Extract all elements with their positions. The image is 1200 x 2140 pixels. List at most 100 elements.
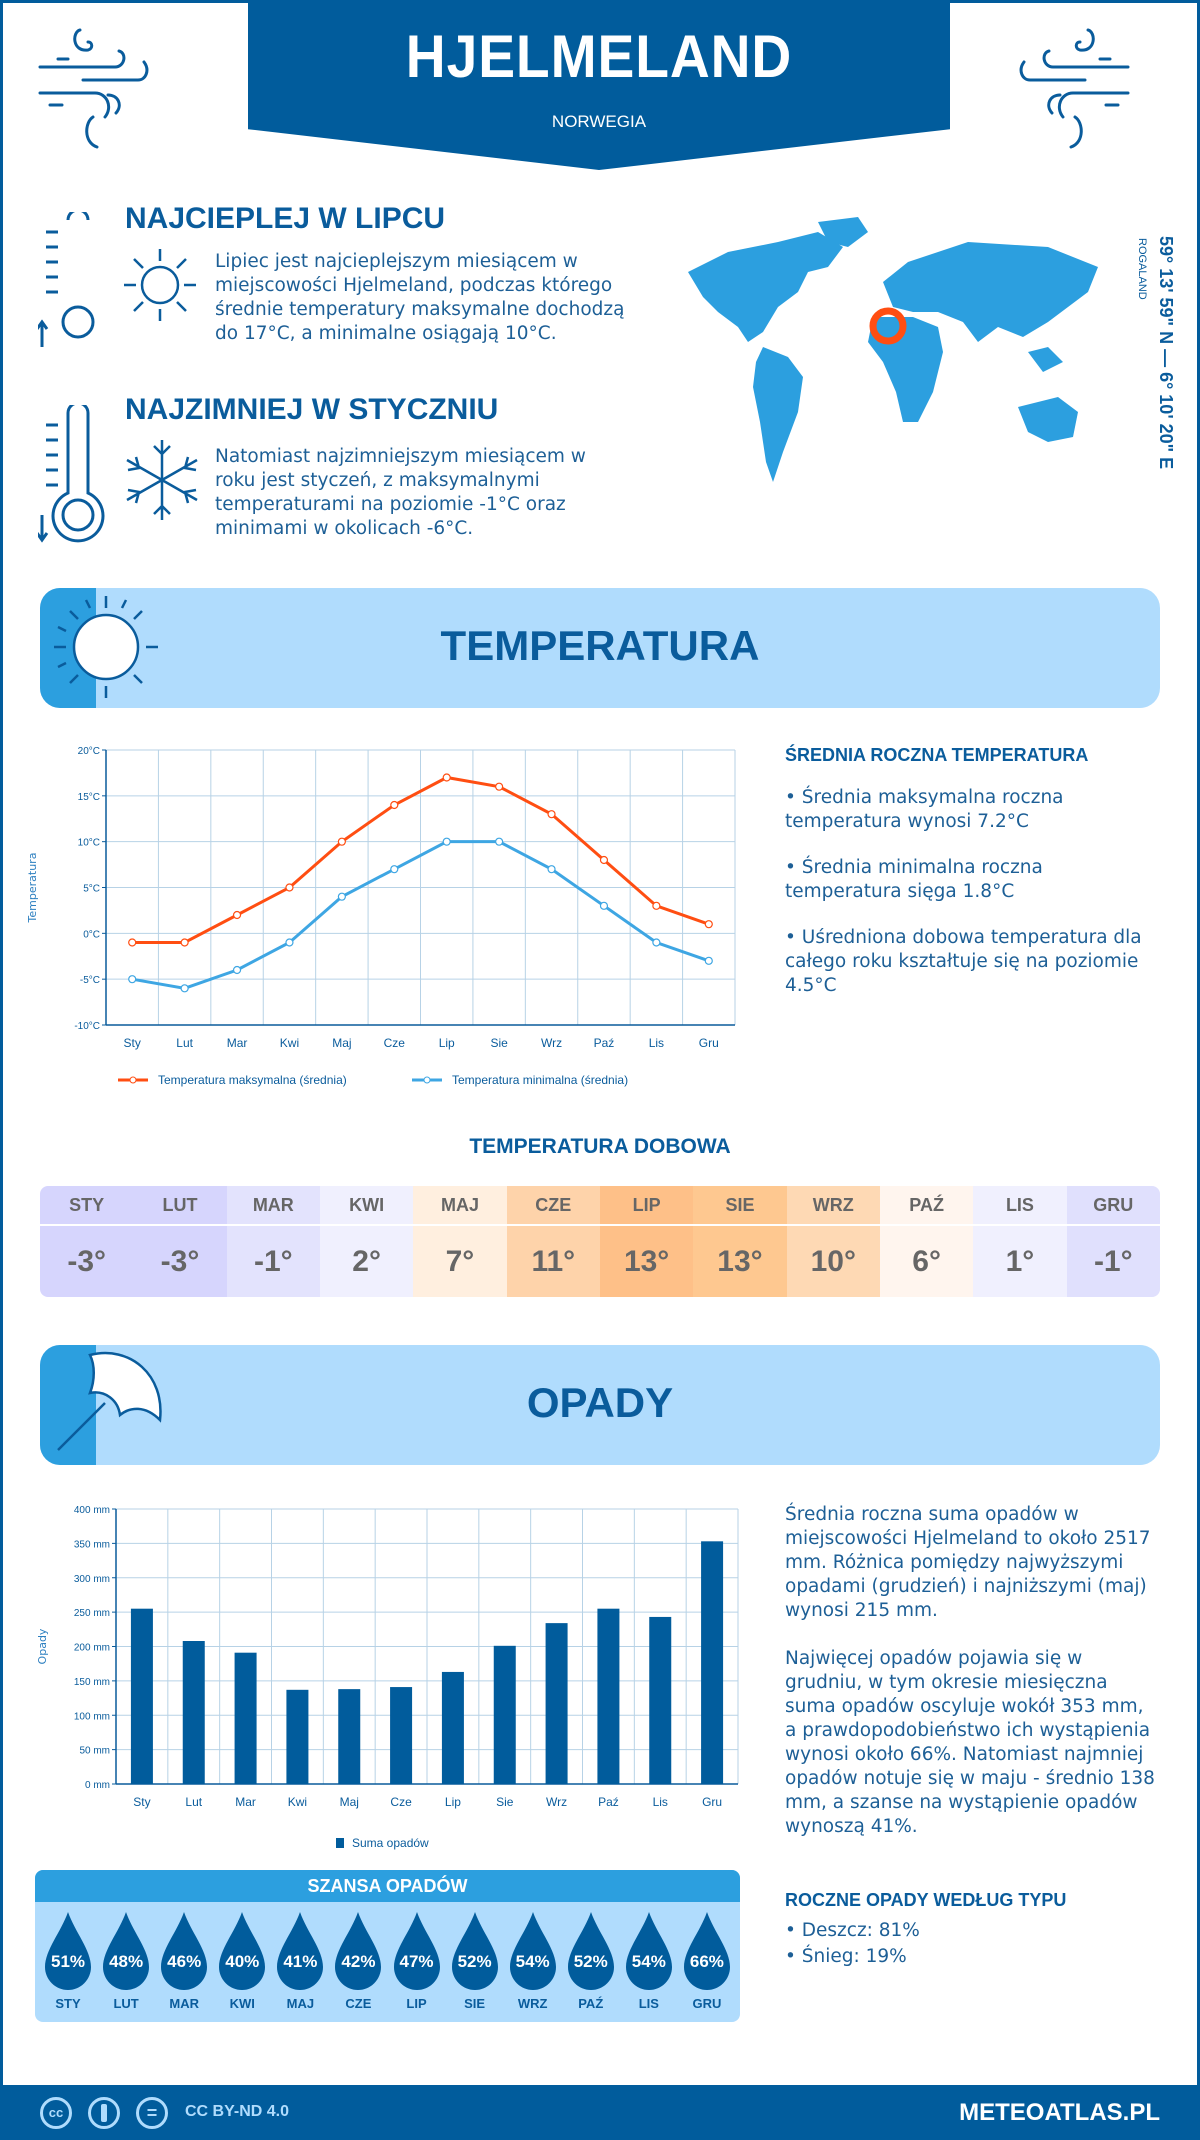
snowflake-icon <box>126 440 198 520</box>
month-label: STY <box>55 1996 81 2011</box>
x-tick-label: Lut <box>176 1036 193 1050</box>
data-point <box>232 910 242 920</box>
types-heading: ROCZNE OPADY WEDŁUG TYPU <box>785 1890 1067 1910</box>
x-tick-label: Cze <box>384 1036 406 1050</box>
daily-temp-value: 13° <box>623 1244 670 1278</box>
daily-temp-value: 2° <box>352 1244 381 1278</box>
page-title: HJELMELAND <box>405 23 793 90</box>
daily-temperature-table: STY -3° LUT -3° MAR -1° KWI 2° MAJ 7° CZE 11° LIP 13°… <box>40 1186 1160 1297</box>
precipitation-summary: Średnia roczna suma opadów w miejscowośc… <box>785 1503 1155 1839</box>
thermometer-down-icon <box>38 405 105 543</box>
y-tick-label: 100 mm <box>74 1711 110 1722</box>
data-point <box>128 938 137 947</box>
data-point <box>599 901 609 910</box>
month-label: LUT <box>133 1186 227 1226</box>
data-point <box>390 865 399 874</box>
x-tick-label: Gru <box>699 1036 719 1050</box>
x-tick-label: Wrz <box>541 1036 562 1050</box>
y-axis-label: Opady <box>36 1628 49 1664</box>
precipitation-section-header: OPADY <box>40 1345 1160 1465</box>
bar <box>649 1616 672 1784</box>
y-tick-label: -5°C <box>80 975 100 986</box>
chance-item: 52% PAŹ <box>562 1912 620 2011</box>
coordinates-block: 59° 13' 59" N — 6° 10' 20" E ROGALAND <box>1136 236 1180 486</box>
month-label: SIE <box>464 1996 486 2011</box>
raindrop-icon: 40% <box>219 1912 266 1990</box>
y-tick-label: 200 mm <box>74 1643 110 1654</box>
x-tick-label: Sie <box>490 1036 508 1050</box>
precipitation-chart: 0 mm 50 mm 100 mm 150 mm 200 mm 250 mm 300 mm 3… <box>36 1505 739 1850</box>
license-label[interactable]: CC BY-ND 4.0 <box>185 2103 290 2120</box>
coldest-heading: NAJZIMNIEJ W STYCZNIU <box>125 393 499 426</box>
daily-temp-cell: LIP 13° <box>599 1186 694 1297</box>
data-point <box>232 965 242 975</box>
temperature-section-header: TEMPERATURA <box>40 588 1160 708</box>
daily-temp-cell: MAJ 7° <box>413 1186 507 1297</box>
summary-bullet: • Średnia maksymalna roczna temperatura … <box>785 787 1064 832</box>
daily-temp-cell: WRZ 10° <box>786 1186 880 1297</box>
daily-temp-value: 10° <box>810 1244 856 1278</box>
daily-temp-value: -3° <box>160 1244 200 1278</box>
y-tick-label: 0°C <box>83 929 100 940</box>
x-tick-label: Mar <box>227 1036 248 1050</box>
series-line <box>132 775 710 944</box>
y-tick-label: 0 mm <box>85 1780 110 1791</box>
x-tick-label: Maj <box>332 1036 351 1050</box>
month-label: LIS <box>973 1186 1067 1226</box>
data-point <box>180 984 189 993</box>
chance-drops: 51% STY 48% LUT 46% MAR 40% KWI 41% MAJ 42% CZE 47% L… <box>35 1902 740 2011</box>
umbrella-icon <box>57 1351 162 1451</box>
legend-label: Suma opadów <box>352 1836 429 1850</box>
chance-item: 54% LIS <box>620 1912 678 2011</box>
chance-item: 54% WRZ <box>504 1912 562 2011</box>
month-label: SIE <box>693 1186 787 1226</box>
temperature-summary: ŚREDNIA ROCZNA TEMPERATURA • Średnia mak… <box>785 745 1155 998</box>
daily-temp-cell: CZE 11° <box>506 1186 600 1297</box>
chance-value: 41% <box>283 1952 318 1971</box>
chance-item: 47% LIP <box>387 1912 445 2011</box>
data-point <box>442 837 451 846</box>
header-banner <box>248 0 950 170</box>
y-axis-label: Temperatura <box>26 853 39 924</box>
bar <box>493 1645 516 1784</box>
data-point <box>547 810 556 819</box>
data-point <box>495 782 504 791</box>
y-tick-label: 5°C <box>83 884 100 895</box>
data-point <box>547 865 556 874</box>
no-derivatives-icon: = <box>136 2097 168 2129</box>
x-tick-label: Sty <box>124 1036 141 1050</box>
month-label: CZE <box>506 1186 600 1226</box>
precipitation-title: OPADY <box>526 1379 674 1426</box>
month-label: LIP <box>406 1996 427 2011</box>
raindrop-icon: 52% <box>451 1912 498 1990</box>
site-link[interactable]: METEOATLAS.PL <box>959 2099 1160 2126</box>
chance-value: 51% <box>51 1952 86 1971</box>
month-label: CZE <box>345 1996 372 2011</box>
data-point <box>652 901 661 910</box>
data-point <box>652 938 661 947</box>
warmest-text: Lipiec jest najcieplejszym miesiącem w m… <box>215 251 625 344</box>
month-label: MAR <box>226 1186 320 1226</box>
wind-icon <box>1019 28 1130 149</box>
month-label: GRU <box>1066 1186 1160 1226</box>
chance-item: 66% GRU <box>678 1912 736 2011</box>
country-label: NORWEGIA <box>551 112 647 131</box>
raindrop-icon: 42% <box>335 1912 382 1990</box>
bar <box>545 1623 568 1784</box>
x-tick-label: Mar <box>235 1795 256 1809</box>
coordinates: 59° 13' 59" N — 6° 10' 20" E <box>1156 236 1176 470</box>
month-label: WRZ <box>517 1996 548 2011</box>
daily-temp-value: -3° <box>67 1244 106 1278</box>
legend-marker <box>129 1076 137 1084</box>
bar <box>701 1541 724 1784</box>
x-tick-label: Maj <box>340 1795 359 1809</box>
daily-temp-value: 7° <box>445 1244 475 1278</box>
footer: cc = CC BY-ND 4.0 METEOATLAS.PL <box>0 2085 1200 2140</box>
chance-heading: SZANSA OPADÓW <box>35 1870 740 1902</box>
daily-temp-value: -1° <box>253 1244 293 1278</box>
y-tick-label: 400 mm <box>74 1505 110 1516</box>
data-point <box>180 938 189 947</box>
x-tick-label: Lip <box>445 1795 461 1809</box>
daily-temp-cell: MAR -1° <box>226 1186 320 1297</box>
chance-item: 41% MAJ <box>271 1912 329 2011</box>
